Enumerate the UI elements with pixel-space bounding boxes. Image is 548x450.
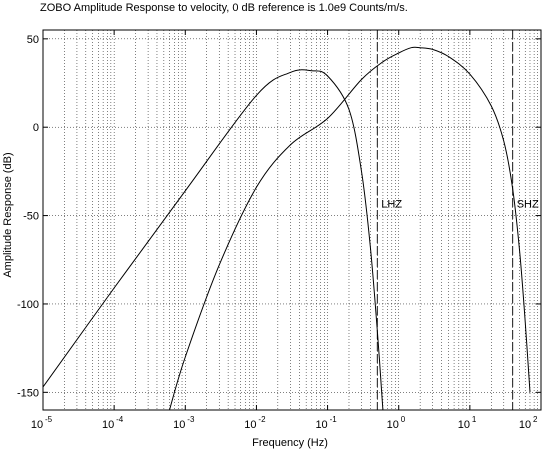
x-tick-exponent: -1 xyxy=(330,415,338,424)
x-tick-base: 10 xyxy=(102,419,114,431)
x-tick-exponent: 1 xyxy=(472,415,477,424)
x-tick-label: 10 2 xyxy=(519,415,538,431)
x-tick-base: 10 xyxy=(387,419,399,431)
x-tick-label: 10 -2 xyxy=(244,415,266,431)
reference-label: SHZ xyxy=(517,199,539,211)
x-tick-base: 10 xyxy=(315,419,327,431)
x-tick-label: 10 1 xyxy=(458,415,477,431)
x-tick-label: 10 -3 xyxy=(173,415,195,431)
x-tick-label: 10 0 xyxy=(387,415,406,431)
plot-frame xyxy=(42,29,542,411)
grid xyxy=(43,30,541,410)
x-axis-label: Frequency (Hz) xyxy=(252,437,328,449)
x-axis-ticks: 10 -5 10 -4 10 -3 10 -2 10 -1 10 0 10 1 10 2 xyxy=(31,30,542,431)
y-axis-ticks: 50 0 -50 -100 -150 xyxy=(17,34,541,399)
x-tick-label: 10 -1 xyxy=(315,415,337,431)
response-curves xyxy=(43,46,531,410)
y-tick-label: 0 xyxy=(33,122,39,134)
reference-label: LHZ xyxy=(381,199,402,211)
y-tick-label: -50 xyxy=(23,211,39,223)
x-tick-exponent: -4 xyxy=(116,415,124,424)
x-tick-exponent: -5 xyxy=(45,415,53,424)
series-line xyxy=(43,69,384,410)
x-tick-label: 10 -5 xyxy=(31,415,53,431)
chart-title: ZOBO Amplitude Response to velocity, 0 d… xyxy=(40,2,408,14)
x-tick-exponent: -2 xyxy=(258,415,266,424)
y-tick-label: 50 xyxy=(27,34,39,46)
x-tick-exponent: 2 xyxy=(533,415,538,424)
x-tick-base: 10 xyxy=(173,419,185,431)
series-line xyxy=(169,46,531,410)
x-tick-base: 10 xyxy=(31,419,43,431)
x-tick-exponent: 0 xyxy=(401,415,406,424)
y-tick-label: -150 xyxy=(17,387,39,399)
y-tick-label: -100 xyxy=(17,299,39,311)
x-tick-base: 10 xyxy=(519,419,531,431)
x-tick-base: 10 xyxy=(244,419,256,431)
x-tick-base: 10 xyxy=(458,419,470,431)
x-tick-exponent: -3 xyxy=(187,415,195,424)
reference-lines: LHZ SHZ xyxy=(376,30,539,410)
y-axis-label: Amplitude Response (dB) xyxy=(2,152,14,277)
x-tick-label: 10 -4 xyxy=(102,415,124,431)
